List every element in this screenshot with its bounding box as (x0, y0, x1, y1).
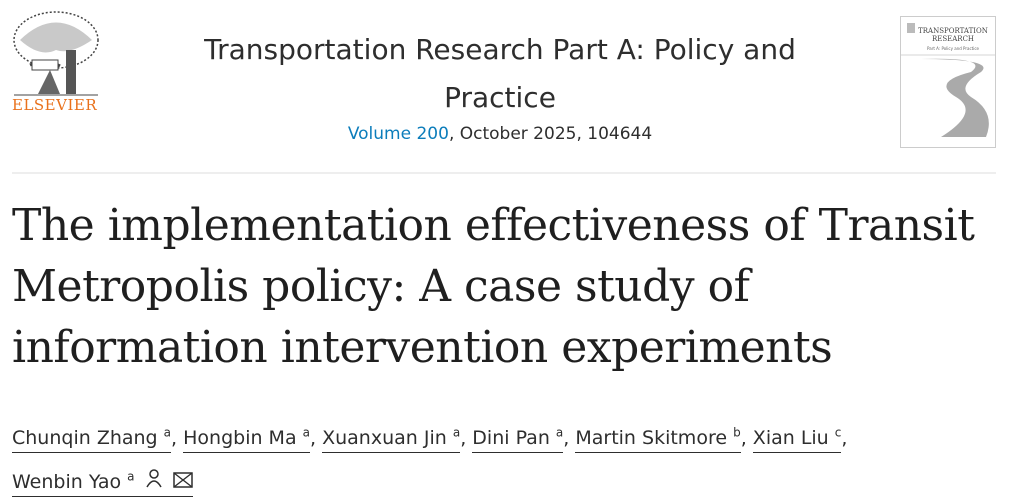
journal-meta: Volume 200, October 2025, 104644 (150, 124, 850, 144)
author-link[interactable]: Dini Pan a (472, 426, 564, 454)
affiliation-marker: b (733, 426, 741, 440)
author-link[interactable]: Hongbin Ma a (183, 426, 311, 454)
author-name: Martin Skitmore (575, 427, 728, 450)
svg-text:Part A: Policy and Practice: Part A: Policy and Practice (927, 46, 980, 51)
affiliation-marker: a (127, 469, 135, 484)
header-divider (12, 172, 996, 174)
author-link[interactable]: Chunqin Zhang a (12, 426, 172, 454)
journal-cover-image[interactable]: TRANSPORTATION RESEARCH Part A: Policy a… (900, 16, 996, 148)
author-name: Hongbin Ma (183, 427, 297, 450)
elsevier-tree-logo[interactable] (10, 10, 102, 114)
author-link[interactable]: Martin Skitmore b (575, 426, 741, 454)
svg-text:RESEARCH: RESEARCH (932, 35, 974, 43)
envelope-icon (172, 463, 193, 501)
affiliation-marker: a (302, 426, 311, 440)
journal-title[interactable]: Transportation Research Part A: Policy a… (204, 33, 796, 114)
affiliation-marker: a (452, 426, 461, 440)
volume-link[interactable]: Volume 200 (347, 124, 449, 144)
author-name: Chunqin Zhang (12, 427, 158, 450)
affiliation-marker: c (834, 426, 842, 440)
author-link[interactable]: Xian Liu c (752, 426, 842, 454)
issue-info: , October 2025, 104644 (448, 124, 653, 144)
author-link[interactable]: Xuanxuan Jin a (322, 426, 461, 454)
author-link[interactable]: Wenbin Yao a (12, 469, 193, 497)
elsevier-wordmark: ELSEVIER (12, 96, 98, 114)
article-title: The implementation effectiveness of Tran… (12, 200, 975, 373)
person-icon (145, 463, 163, 501)
author-name: Xuanxuan Jin (322, 427, 447, 450)
author-name: Dini Pan (472, 427, 550, 450)
affiliation-marker: a (163, 426, 172, 440)
svg-text:TRANSPORTATION: TRANSPORTATION (918, 27, 988, 35)
author-name: Wenbin Yao (12, 470, 122, 493)
affiliation-marker: a (555, 426, 564, 440)
journal-header: Transportation Research Part A: Policy a… (150, 26, 850, 144)
author-list: Chunqin Zhang a, Hongbin Ma a, Xuanxuan … (12, 414, 962, 501)
author-name: Xian Liu (752, 427, 829, 450)
